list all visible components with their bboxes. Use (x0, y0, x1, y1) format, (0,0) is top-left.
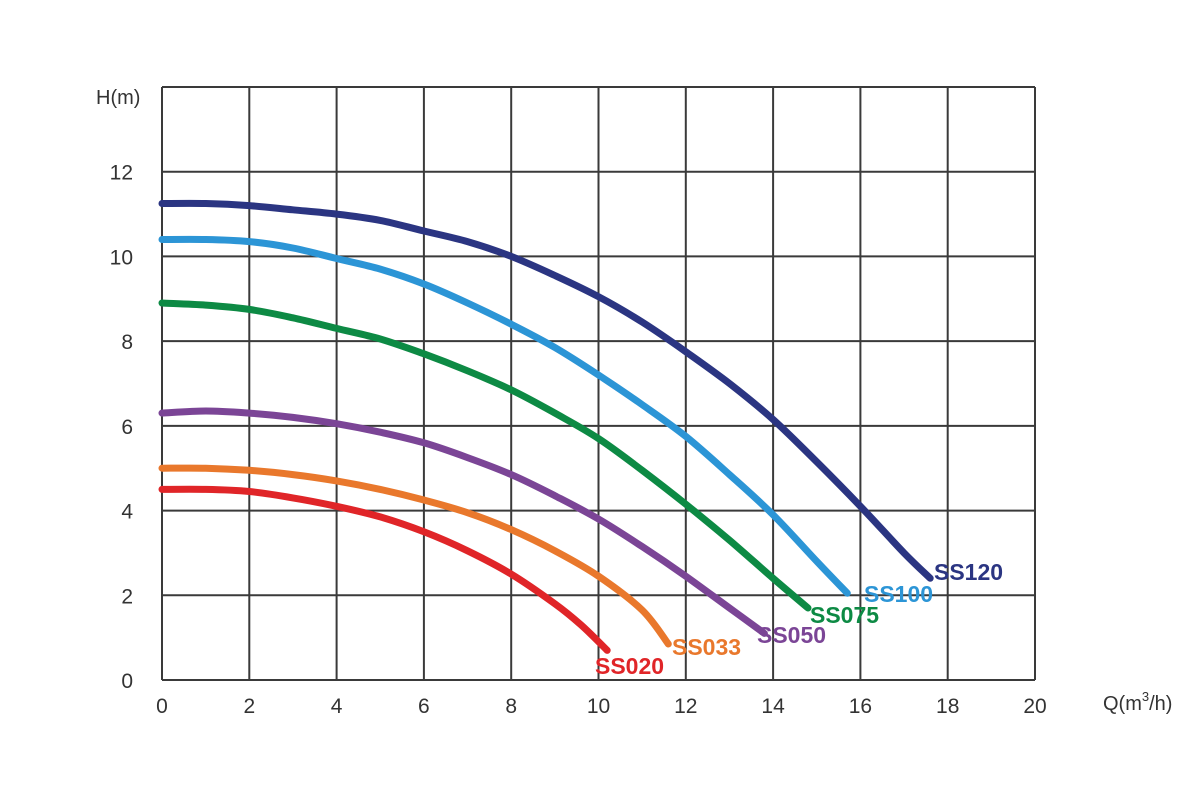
series-label-ss033: SS033 (672, 634, 741, 660)
x-axis-label-sup: 3 (1142, 689, 1149, 704)
series-line-ss050 (158, 407, 768, 637)
curves (158, 199, 934, 654)
x-tick-label: 0 (156, 695, 168, 718)
x-axis-label-tail: /h) (1149, 693, 1172, 715)
series-line-ss033 (158, 464, 672, 648)
x-tick-label: 6 (418, 695, 430, 718)
x-tick-label: 2 (243, 695, 255, 718)
x-axis-label-main: Q(m (1103, 693, 1142, 715)
tick-labels: 0 2 4 6 8 10 12 14 16 18 20 0 2 4 6 8 10 12 (110, 162, 1047, 718)
y-tick-label: 8 (121, 331, 133, 354)
series-line-ss100 (158, 235, 851, 597)
y-tick-label: 2 (121, 585, 133, 608)
x-tick-label: 16 (849, 695, 872, 718)
y-tick-label: 4 (121, 501, 133, 524)
x-tick-label: 4 (331, 695, 343, 718)
x-tick-label: 10 (587, 695, 610, 718)
series-line-ss075 (158, 299, 812, 612)
x-tick-label: 12 (674, 695, 697, 718)
x-tick-label: 18 (936, 695, 959, 718)
series-label-ss075: SS075 (810, 602, 879, 628)
series-label-ss120: SS120 (934, 559, 1003, 585)
series-label-ss100: SS100 (864, 581, 933, 607)
grid (161, 86, 1036, 681)
y-tick-label: 0 (121, 670, 133, 693)
x-tick-label: 14 (761, 695, 785, 718)
series-line-ss120 (158, 199, 934, 582)
series-line-ss020 (158, 485, 611, 654)
y-axis-label: H(m) (96, 87, 140, 109)
y-tick-label: 10 (110, 246, 133, 269)
x-tick-label: 20 (1023, 695, 1046, 718)
x-axis-label: Q(m3/h) (1103, 689, 1172, 715)
series-label-ss050: SS050 (757, 622, 826, 648)
y-tick-label: 12 (110, 162, 133, 185)
series-label-ss020: SS020 (595, 653, 664, 679)
y-tick-label: 6 (121, 416, 133, 439)
x-tick-label: 8 (505, 695, 517, 718)
